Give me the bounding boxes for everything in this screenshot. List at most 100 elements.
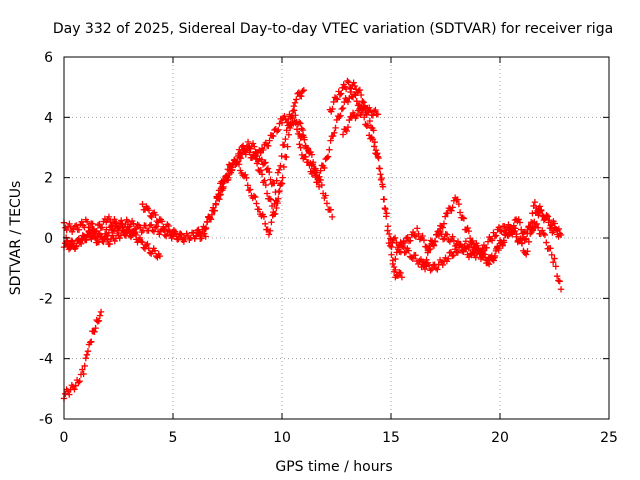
data-point [543, 239, 550, 246]
data-point [440, 220, 448, 227]
data-point [428, 265, 436, 273]
data-point [422, 260, 429, 268]
data-point [237, 149, 244, 156]
data-point [246, 149, 253, 156]
data-point [138, 238, 145, 245]
data-point [191, 235, 198, 242]
data-point [401, 239, 409, 247]
data-point [337, 112, 344, 119]
data-point [277, 162, 284, 169]
data-point [498, 228, 505, 235]
data-point [504, 232, 511, 239]
data-point [462, 238, 470, 245]
data-point [321, 164, 328, 172]
data-point [398, 242, 406, 250]
data-point [125, 225, 132, 233]
data-point [273, 128, 281, 135]
data-point [420, 237, 428, 244]
data-point [80, 232, 87, 239]
data-point [284, 143, 291, 150]
data-point [317, 167, 324, 174]
data-point [275, 166, 283, 174]
data-point [296, 141, 303, 148]
data-point [377, 176, 385, 183]
data-point [196, 229, 203, 237]
data-point [308, 151, 316, 158]
data-point [492, 232, 500, 239]
data-point [139, 200, 146, 208]
data-point [344, 77, 351, 85]
data-point [95, 317, 103, 324]
data-point [450, 251, 457, 259]
data-point [409, 255, 416, 263]
data-point [524, 226, 531, 234]
grid-lines [64, 57, 609, 419]
data-point [234, 152, 242, 160]
data-point [311, 167, 318, 174]
data-point [192, 232, 200, 239]
y-tick-label: 6 [44, 50, 53, 66]
y-tick-label: 2 [44, 171, 53, 187]
data-point [258, 171, 266, 178]
data-point [130, 220, 137, 227]
y-axis-label: SDTVAR / TECUs [8, 181, 24, 296]
data-point [449, 252, 456, 260]
data-point [82, 355, 89, 362]
data-point [336, 91, 344, 98]
data-point [337, 90, 345, 97]
data-point [244, 138, 252, 146]
data-point [220, 177, 228, 185]
data-point [324, 153, 332, 160]
data-point [405, 247, 412, 254]
data-point [439, 224, 446, 231]
data-point [235, 161, 243, 168]
data-point [263, 190, 271, 197]
data-point [360, 99, 367, 106]
data-point [250, 192, 258, 200]
data-point [487, 235, 494, 243]
data-point [412, 252, 419, 259]
data-point [88, 338, 95, 345]
data-point [91, 328, 98, 336]
data-point [106, 240, 113, 248]
data-point [252, 193, 259, 201]
data-point [448, 207, 455, 214]
data-point [343, 127, 350, 135]
data-point [158, 218, 166, 225]
x-tick-label: 5 [169, 430, 178, 446]
data-point [224, 176, 232, 184]
data-point [328, 213, 336, 221]
data-point [445, 255, 452, 262]
data-point [344, 98, 352, 106]
data-point [336, 113, 343, 121]
data-point [409, 228, 417, 236]
data-point [152, 211, 159, 219]
data-point [156, 231, 163, 238]
data-point [71, 386, 78, 393]
data-point [441, 213, 449, 220]
x-tick-label: 15 [382, 430, 400, 446]
data-point [212, 200, 219, 207]
data-point [136, 234, 144, 242]
data-point [376, 165, 383, 172]
data-point [397, 269, 404, 277]
data-point [122, 232, 130, 240]
data-point [454, 249, 461, 256]
data-point [83, 218, 91, 225]
data-point [434, 266, 441, 273]
data-point [331, 129, 338, 137]
data-point [87, 232, 95, 240]
data-point [423, 256, 430, 263]
data-point [361, 105, 368, 112]
data-point [152, 224, 159, 231]
data-point [384, 227, 391, 234]
data-point [490, 257, 497, 264]
data-point [327, 137, 334, 144]
data-point [260, 213, 268, 220]
data-point [266, 195, 273, 202]
data-point [510, 222, 517, 229]
data-point [100, 238, 107, 246]
y-tick-label: 0 [44, 231, 53, 247]
data-point [329, 105, 336, 113]
data-point [385, 230, 393, 238]
